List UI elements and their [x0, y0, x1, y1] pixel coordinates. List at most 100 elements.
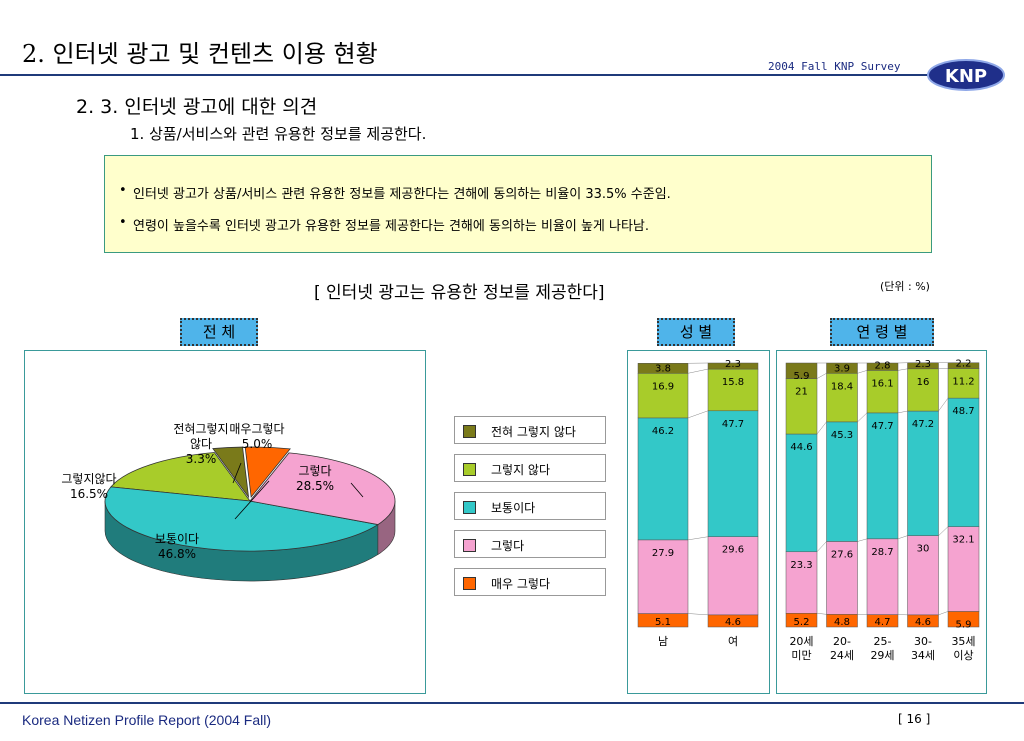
- legend-label: 전혀 그렇지 않다: [491, 425, 576, 439]
- pie-slice-label: 3.3%: [186, 452, 217, 466]
- bar-connector: [938, 611, 949, 616]
- bar-segment: [637, 539, 689, 614]
- legend-swatch: [463, 577, 476, 590]
- category-label: 여: [728, 635, 738, 648]
- bar-value-label: 27.9: [652, 548, 674, 559]
- legend-item-neutral: 보통이다: [454, 492, 606, 520]
- bar-value-label: 27.6: [831, 549, 853, 560]
- bar-value-label: 46.2: [652, 426, 674, 437]
- category-label: 30-: [914, 635, 932, 648]
- legend-item-strongly-agree: 매우 그렇다: [454, 568, 606, 596]
- legend-item-agree: 그렇다: [454, 530, 606, 558]
- bar-connector: [687, 536, 709, 541]
- bar-connector: [938, 397, 949, 412]
- bar-segment: [907, 368, 939, 412]
- chart-title: [ 인터넷 광고는 유용한 정보를 제공한다]: [314, 283, 605, 303]
- bar-value-label: 47.7: [722, 419, 744, 430]
- bar-value-label: 29.6: [722, 545, 744, 556]
- bar-value-label: 28.7: [871, 547, 893, 558]
- legend-label: 보통이다: [491, 501, 536, 515]
- legend-swatch: [463, 463, 476, 476]
- pie-slice-label: 매우그렇다: [229, 421, 284, 436]
- bar-segment: [907, 362, 939, 370]
- bar-connector: [816, 541, 827, 552]
- category-label: 25-: [874, 635, 892, 648]
- category-label: 34세: [911, 649, 935, 662]
- bar-value-label: 48.7: [952, 406, 974, 417]
- bar-value-label: 16.1: [871, 378, 893, 389]
- bar-segment: [785, 433, 818, 553]
- pie-slice: [249, 452, 396, 525]
- bar-segment: [785, 551, 818, 614]
- bar-segment: [947, 368, 980, 399]
- bar-segment: [826, 373, 858, 423]
- bar-connector: [857, 412, 868, 423]
- bar-value-label: 2.8: [875, 360, 891, 371]
- category-label: 20-: [833, 635, 851, 648]
- bar-segment: [637, 373, 689, 419]
- pie-slice-label: 않다: [190, 437, 212, 451]
- bar-segment: [707, 362, 759, 370]
- pie-slice-label: 16.5%: [70, 487, 108, 501]
- bar-segment: [785, 362, 818, 379]
- pie-slice-label: 그렇지않다: [61, 471, 116, 486]
- legend-swatch: [463, 425, 476, 438]
- bar-connector: [687, 613, 709, 616]
- bar-segment: [947, 362, 980, 369]
- bar-value-label: 16.9: [652, 381, 674, 392]
- title-divider: [0, 74, 930, 76]
- page-number: [ 16 ]: [898, 712, 931, 726]
- pie-slice-label: 28.5%: [296, 479, 334, 493]
- bar-value-label: 44.6: [790, 442, 812, 453]
- pie-slice: [110, 452, 251, 502]
- bar-segment: [907, 410, 939, 536]
- summary-bullet: 연령이 높을수록 인터넷 광고가 유용한 정보를 제공한다는 견해에 동의하는 …: [119, 215, 649, 234]
- bar-value-label: 47.2: [912, 419, 934, 430]
- bar-value-label: 30: [917, 544, 930, 555]
- group-tag-gender: 성 별: [657, 318, 735, 346]
- pie-slice-label: 5.0%: [242, 437, 273, 451]
- bar-segment: [707, 410, 759, 537]
- bar-value-label: 5.9: [794, 371, 810, 382]
- legend-label: 그렇다: [491, 539, 525, 553]
- bar-connector: [687, 368, 709, 374]
- bar-segment: [866, 370, 899, 414]
- pie-slice-label: 전혀그렇지: [173, 421, 228, 436]
- section-heading: 2. 3. 인터넷 광고에 대한 의견: [76, 96, 318, 118]
- bar-connector: [816, 373, 827, 379]
- legend-label: 매우 그렇다: [491, 577, 551, 591]
- footer-report-title: Korea Netizen Profile Report (2004 Fall): [22, 712, 272, 728]
- bar-segment: [866, 362, 899, 371]
- page-title: 2. 인터넷 광고 및 컨텐츠 이용 현황: [22, 40, 378, 68]
- category-label: 35세: [951, 635, 975, 648]
- bar-value-label: 45.3: [831, 430, 853, 441]
- summary-box: 인터넷 광고가 상품/서비스 관련 유용한 정보를 제공한다는 견해에 동의하는…: [104, 155, 932, 253]
- legend-swatch: [463, 539, 476, 552]
- category-label: 남: [658, 635, 668, 648]
- bar-segment: [947, 397, 980, 527]
- bar-connector: [857, 538, 868, 542]
- unit-label: (단위 : %): [880, 280, 930, 293]
- pie-slice: [104, 486, 379, 552]
- pie-slice-label: 그렇다: [298, 463, 331, 478]
- pie-slice: [244, 446, 291, 499]
- category-label: 이상: [953, 649, 973, 662]
- gender-panel: 5.1 27.9 46.2 16.9 3.8 남 4.6 29.6 47.7 15.8 2.3 여: [627, 350, 770, 694]
- category-label: 20세: [789, 635, 813, 648]
- bar-value-label: 11.2: [952, 377, 974, 388]
- bar-value-label: 4.8: [834, 617, 850, 628]
- bar-segment: [826, 362, 858, 374]
- pie-slice-label: 보통이다: [155, 532, 199, 546]
- bar-segment: [907, 535, 939, 616]
- bar-value-label: 16: [917, 377, 930, 388]
- bar-segment: [947, 526, 980, 612]
- bar-connector: [857, 370, 868, 374]
- bar-connector: [897, 535, 908, 540]
- bar-value-label: 2.3: [725, 359, 741, 370]
- bar-value-label: 21: [795, 387, 808, 398]
- bar-value-label: 18.4: [831, 381, 853, 392]
- bar-value-label: 47.7: [871, 421, 893, 432]
- bar-value-label: 2.2: [956, 359, 972, 370]
